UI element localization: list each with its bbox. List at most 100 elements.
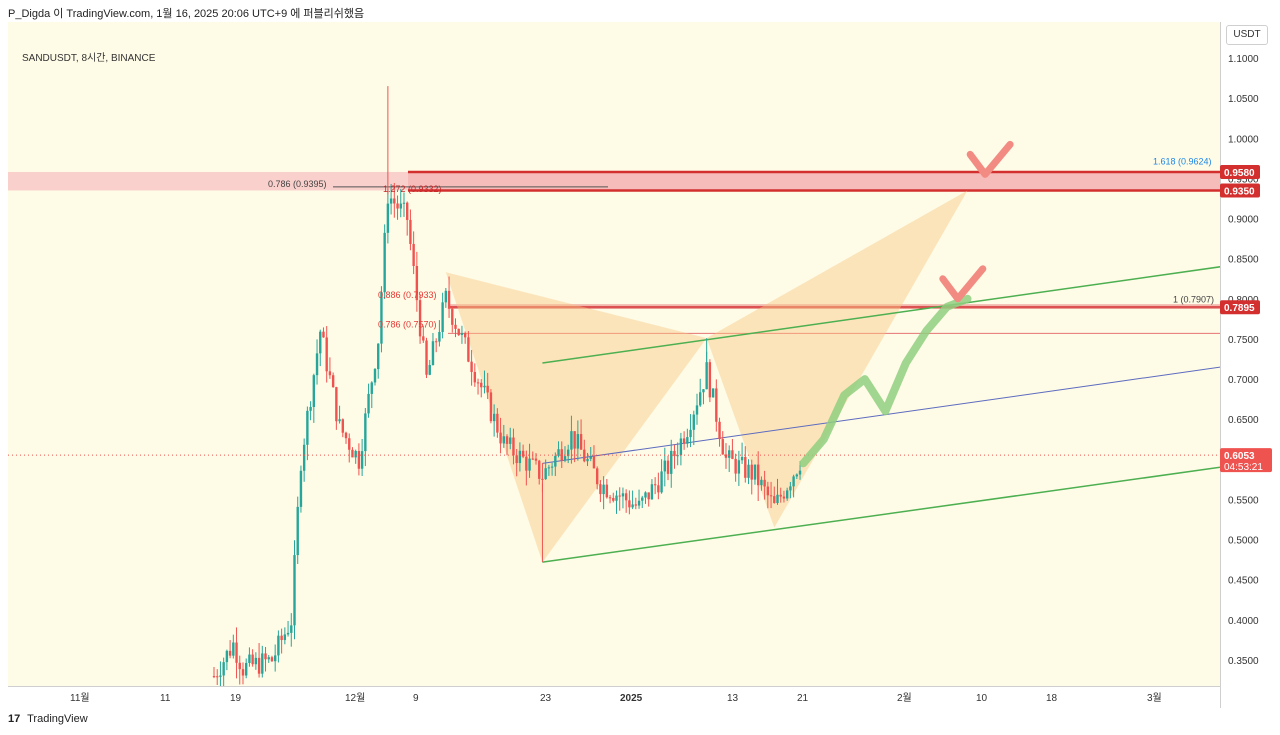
time-tick-label: 11 xyxy=(160,693,171,704)
candle-body xyxy=(412,243,415,267)
price-tick-label: 0.6500 xyxy=(1228,415,1259,426)
time-tick-label: 23 xyxy=(540,693,552,704)
candle-body xyxy=(528,458,531,471)
resistance-zone-inner xyxy=(408,171,1220,191)
candle-body xyxy=(444,290,448,303)
candle-body xyxy=(624,493,628,501)
time-tick-label: 9 xyxy=(413,693,419,704)
candle-body xyxy=(650,484,654,500)
candle-body xyxy=(486,385,489,393)
price-tick-label: 0.8500 xyxy=(1228,255,1259,266)
candle-body xyxy=(637,500,641,506)
price-axis[interactable] xyxy=(1220,22,1280,708)
candle-body xyxy=(499,432,502,444)
candle-body xyxy=(518,450,522,464)
candle-body xyxy=(222,662,225,676)
price-tick-label: 1.1000 xyxy=(1228,54,1259,65)
chart-svg[interactable]: 0.786 (0.9395) 1.272 (0.9332) 1.618 (0.962… xyxy=(8,22,1220,686)
candle-body xyxy=(273,655,277,662)
candle-body xyxy=(251,654,254,665)
candle-body xyxy=(380,292,383,344)
price-axis-svg: 1.10001.05001.00000.95000.90000.85000.80… xyxy=(1220,54,1272,667)
price-badge-label: 0.9350 xyxy=(1224,186,1255,197)
time-tick-label: 21 xyxy=(797,693,809,704)
channel-midline xyxy=(542,366,1220,464)
candle-body xyxy=(785,490,789,499)
candle-body xyxy=(544,468,547,480)
candle-body xyxy=(515,455,518,464)
candle-body xyxy=(254,657,258,665)
time-tick-label: 19 xyxy=(230,693,242,704)
chart-pane[interactable]: 0.786 (0.9395) 1.272 (0.9332) 1.618 (0.962… xyxy=(8,22,1220,686)
price-tick-label: 0.7500 xyxy=(1228,335,1259,346)
candle-body xyxy=(232,642,235,656)
candle-body xyxy=(753,464,757,480)
candle-body xyxy=(644,492,647,498)
target-check-lower xyxy=(939,265,987,303)
candle-body xyxy=(776,494,779,503)
candle-body xyxy=(341,419,344,433)
candle-body xyxy=(309,406,312,411)
candle-body xyxy=(389,198,393,204)
candle-body xyxy=(670,450,673,474)
candle-body xyxy=(531,458,534,460)
candle-body xyxy=(270,657,274,662)
candle-body xyxy=(718,421,721,440)
resistance-zone-lower xyxy=(448,304,1220,309)
candle-body xyxy=(399,203,402,209)
candle-body xyxy=(599,484,602,495)
candle-body xyxy=(476,382,480,384)
candle-body xyxy=(608,497,612,499)
countdown-label: 04:53:21 xyxy=(1224,462,1263,473)
candle-body xyxy=(728,450,731,458)
currency-button[interactable]: USDT xyxy=(1226,25,1268,45)
candle-body xyxy=(312,375,316,407)
candle-body xyxy=(682,438,686,444)
candle-body xyxy=(489,392,493,422)
time-tick-label: 3월 xyxy=(1147,692,1162,704)
time-axis[interactable] xyxy=(8,686,1220,709)
candle-body xyxy=(573,431,576,449)
candle-body xyxy=(331,375,335,388)
candle-body xyxy=(621,493,625,497)
candle-body xyxy=(525,456,528,471)
price-badge xyxy=(1220,164,1260,179)
candle-body xyxy=(660,471,663,493)
price-badge-label: 0.7895 xyxy=(1224,303,1255,314)
time-tick-label: 10 xyxy=(976,693,988,704)
candle-body xyxy=(441,302,444,332)
candle-body xyxy=(666,460,670,474)
time-tick-label: 18 xyxy=(1046,693,1058,704)
price-tick-label: 1.0000 xyxy=(1228,134,1259,145)
price-badge-label: 0.9580 xyxy=(1224,168,1255,179)
candle-body xyxy=(492,413,496,422)
candle-body xyxy=(373,369,377,383)
candle-body xyxy=(418,300,422,337)
candle-body xyxy=(367,393,370,414)
price-tick-label: 1.0500 xyxy=(1228,94,1259,105)
candle-body xyxy=(766,486,770,496)
candle-body xyxy=(264,653,267,660)
harmonic-xab xyxy=(445,272,707,563)
candle-body xyxy=(628,500,631,508)
candle-body xyxy=(589,456,592,459)
candle-body xyxy=(434,341,438,343)
candle-body xyxy=(689,429,692,438)
candle-body xyxy=(567,449,570,457)
candle-body xyxy=(782,496,786,499)
candle-body xyxy=(779,494,782,497)
candle-body xyxy=(315,353,319,376)
candle-body xyxy=(605,484,609,498)
candle-body xyxy=(360,451,364,469)
candle-body xyxy=(447,290,451,309)
candle-body xyxy=(396,203,399,209)
candle-body xyxy=(351,449,354,458)
candle-body xyxy=(299,470,303,507)
candle-body xyxy=(711,388,715,398)
candle-body xyxy=(509,437,512,444)
harmonic-bcd xyxy=(706,190,968,528)
candle-body xyxy=(457,328,460,335)
candle-body xyxy=(212,676,216,678)
candle-body xyxy=(344,432,348,439)
candle-body xyxy=(245,662,248,676)
